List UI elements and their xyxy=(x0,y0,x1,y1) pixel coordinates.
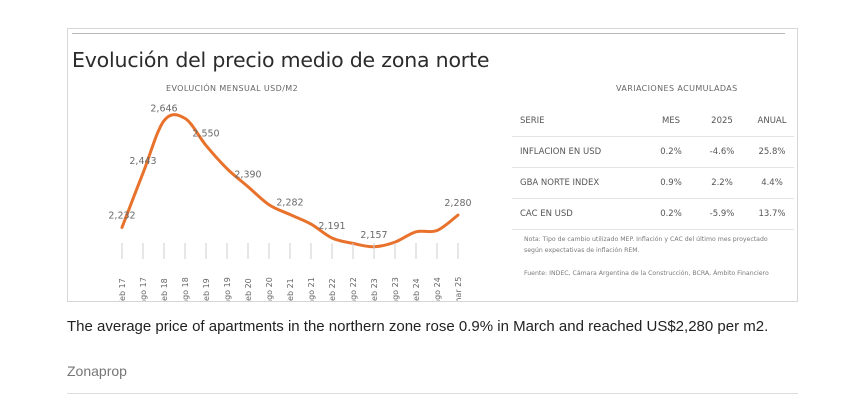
row-2025: -4.6% xyxy=(694,136,750,168)
data-label: 2,157 xyxy=(360,230,387,241)
x-tick-label: ago 21 xyxy=(307,277,316,302)
x-tick-label: feb 21 xyxy=(286,278,295,302)
chart-subtitle: EVOLUCIÓN MENSUAL USD/M2 xyxy=(166,84,299,93)
data-label: 2,280 xyxy=(444,198,471,209)
table-row: INFLACION EN USD 0.2% -4.6% 25.8% xyxy=(512,136,794,168)
x-tick-label: ago 18 xyxy=(181,277,190,302)
x-tick-label: feb 20 xyxy=(244,278,253,302)
figure-top-rule xyxy=(72,33,785,34)
data-label: 2,390 xyxy=(234,170,261,181)
x-tick-label: feb 22 xyxy=(328,278,337,302)
chart-source: Fuente: INDEC, Cámara Argentina de la Co… xyxy=(524,270,769,277)
row-anual: 25.8% xyxy=(750,136,794,168)
x-tick-label: feb 24 xyxy=(412,278,421,302)
header-2025: 2025 xyxy=(694,106,750,137)
image-credit: Zonaprop xyxy=(67,363,127,379)
caption-divider xyxy=(67,393,798,394)
figure-title: Evolución del precio medio de zona norte xyxy=(72,48,490,72)
chart-figure: Evolución del precio medio de zona norte… xyxy=(67,28,798,302)
x-tick-label: feb 23 xyxy=(370,278,379,302)
x-tick-label: ago 19 xyxy=(223,277,232,302)
header-anual: ANUAL xyxy=(750,106,794,137)
x-tick-label: feb 18 xyxy=(160,278,169,302)
data-label: 2,191 xyxy=(318,221,345,232)
row-mes: 0.2% xyxy=(648,136,694,168)
row-mes: 0.9% xyxy=(648,167,694,199)
series-line-price xyxy=(120,113,460,249)
x-tick-label: ago 20 xyxy=(265,277,274,302)
row-anual: 13.7% xyxy=(750,198,794,230)
variations-table: SERIE MES 2025 ANUAL INFLACION EN USD 0.… xyxy=(512,106,794,230)
x-tick-label: feb 17 xyxy=(118,278,127,302)
data-label: 2,550 xyxy=(192,128,219,139)
table-subtitle: VARIACIONES ACUMULADAS xyxy=(616,84,738,93)
header-serie: SERIE xyxy=(512,106,648,137)
x-tick-label: ago 24 xyxy=(433,277,442,302)
data-label: 2,646 xyxy=(150,104,177,115)
x-tick-label: ago 22 xyxy=(349,277,358,302)
x-axis: feb 17 ago 17 feb 18 ago 18 feb 19 ago 19 feb … xyxy=(118,243,463,302)
row-anual: 4.4% xyxy=(750,167,794,199)
table-header-row: SERIE MES 2025 ANUAL xyxy=(512,106,794,137)
row-serie: INFLACION EN USD xyxy=(512,136,648,168)
x-tick-label: mar 25 xyxy=(454,277,463,302)
row-mes: 0.2% xyxy=(648,198,694,230)
image-caption: The average price of apartments in the n… xyxy=(67,318,769,335)
row-serie: GBA NORTE INDEX xyxy=(512,167,648,199)
x-tick-label: ago 17 xyxy=(139,277,148,302)
row-2025: -5.9% xyxy=(694,198,750,230)
table-row: GBA NORTE INDEX 0.9% 2.2% 4.4% xyxy=(512,167,794,199)
data-label: 2,232 xyxy=(108,210,135,221)
row-2025: 2.2% xyxy=(694,167,750,199)
row-serie: CAC EN USD xyxy=(512,198,648,230)
data-labels: 2,232 2,443 2,646 2,550 2,390 2,282 2,191 2,157… xyxy=(108,104,471,241)
data-label: 2,282 xyxy=(276,198,303,209)
x-tick-label: ago 23 xyxy=(391,277,400,302)
price-line-chart: 2,232 2,443 2,646 2,550 2,390 2,282 2,191 2,157… xyxy=(108,104,471,302)
chart-note: Nota: Tipo de cambio utilizado MEP. Infl… xyxy=(524,236,768,254)
header-mes: MES xyxy=(648,106,694,137)
table-row: CAC EN USD 0.2% -5.9% 13.7% xyxy=(512,198,794,230)
data-label: 2,443 xyxy=(129,156,156,167)
x-tick-label: feb 19 xyxy=(202,278,211,302)
